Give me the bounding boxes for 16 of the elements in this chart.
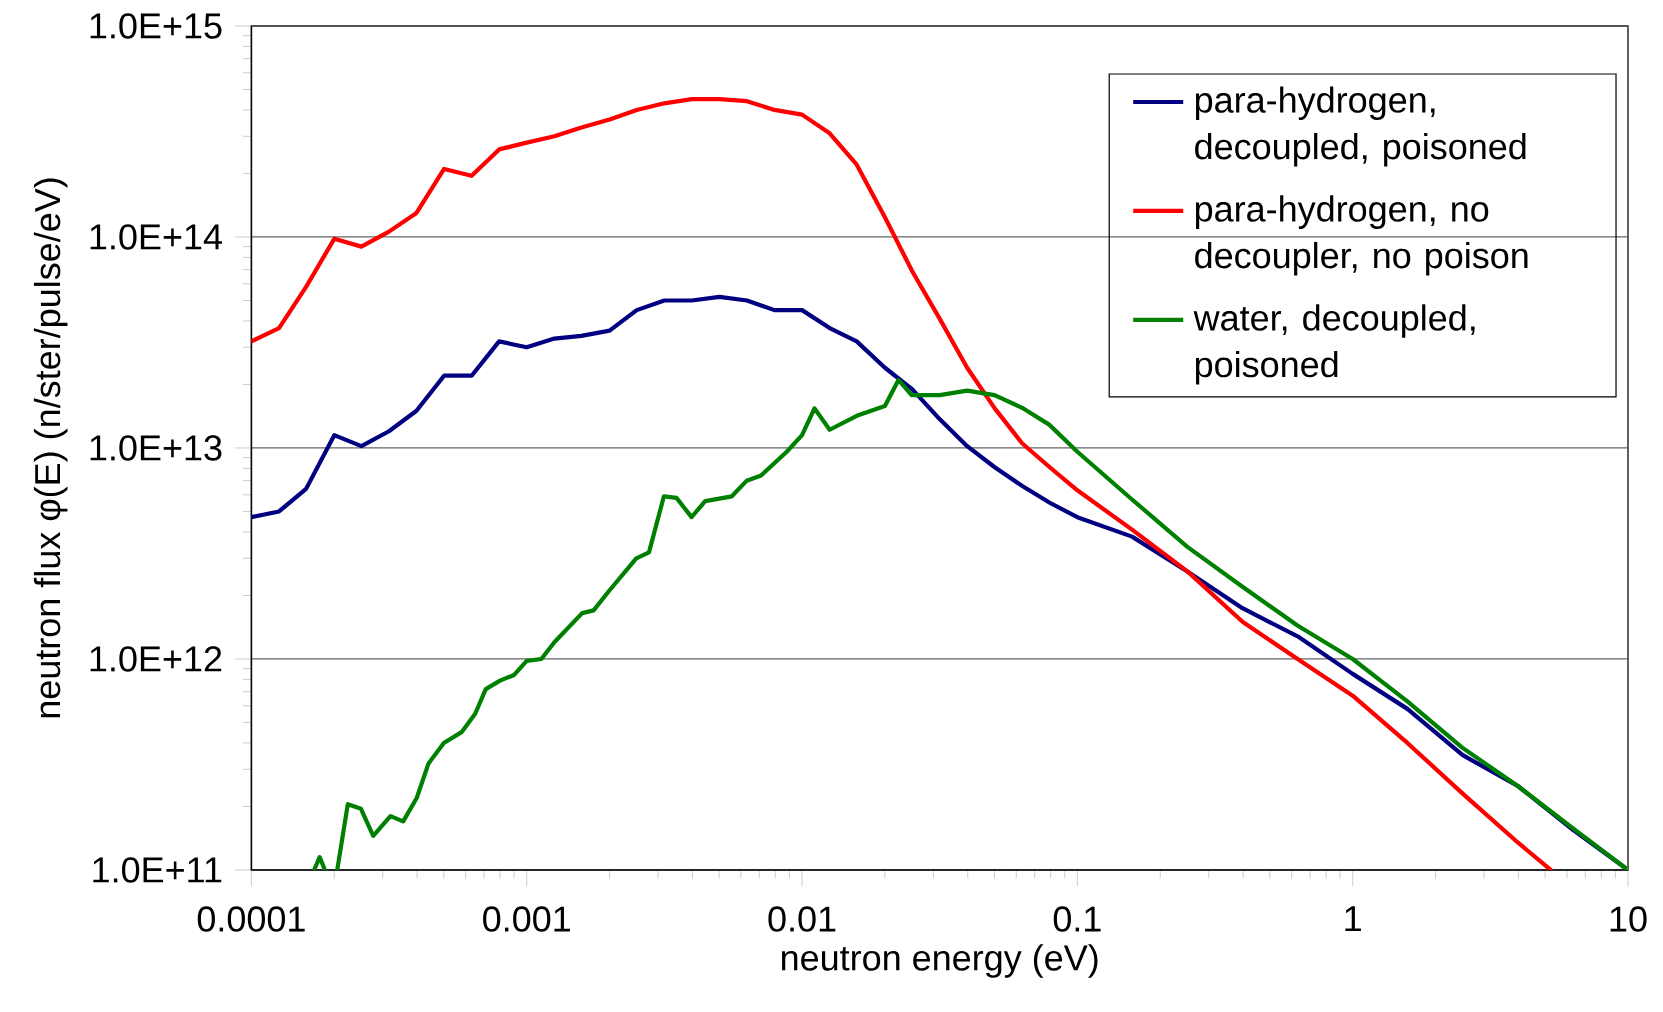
- y-tick-label: 1.0E+12: [90, 646, 222, 672]
- x-tick-label: 0.01: [768, 906, 836, 932]
- x-tick-label: 0.1: [1053, 906, 1101, 932]
- x-tick-label: 10: [1610, 906, 1647, 932]
- y-tick-label: 1.0E+13: [90, 435, 222, 461]
- x-tick-label: 1: [1345, 906, 1361, 932]
- x-tick-label: 0.001: [483, 906, 570, 932]
- y-tick-label: 1.0E+15: [90, 13, 222, 39]
- legend-label: para-hydrogen, no decoupler, no poison: [1195, 195, 1528, 276]
- y-tick-label: 1.0E+14: [90, 224, 222, 250]
- x-tick-label: 0.0001: [197, 906, 305, 932]
- y-tick-label: 1.0E+11: [93, 857, 222, 883]
- y-axis-title: neutron flux φ(E) (n/ster/pulse/eV): [33, 178, 68, 718]
- legend-label: water, decoupled, poisoned: [1193, 304, 1475, 385]
- x-axis-title: neutron energy (eV): [781, 944, 1098, 978]
- legend-label: para-hydrogen, decoupled, poisoned: [1195, 86, 1526, 167]
